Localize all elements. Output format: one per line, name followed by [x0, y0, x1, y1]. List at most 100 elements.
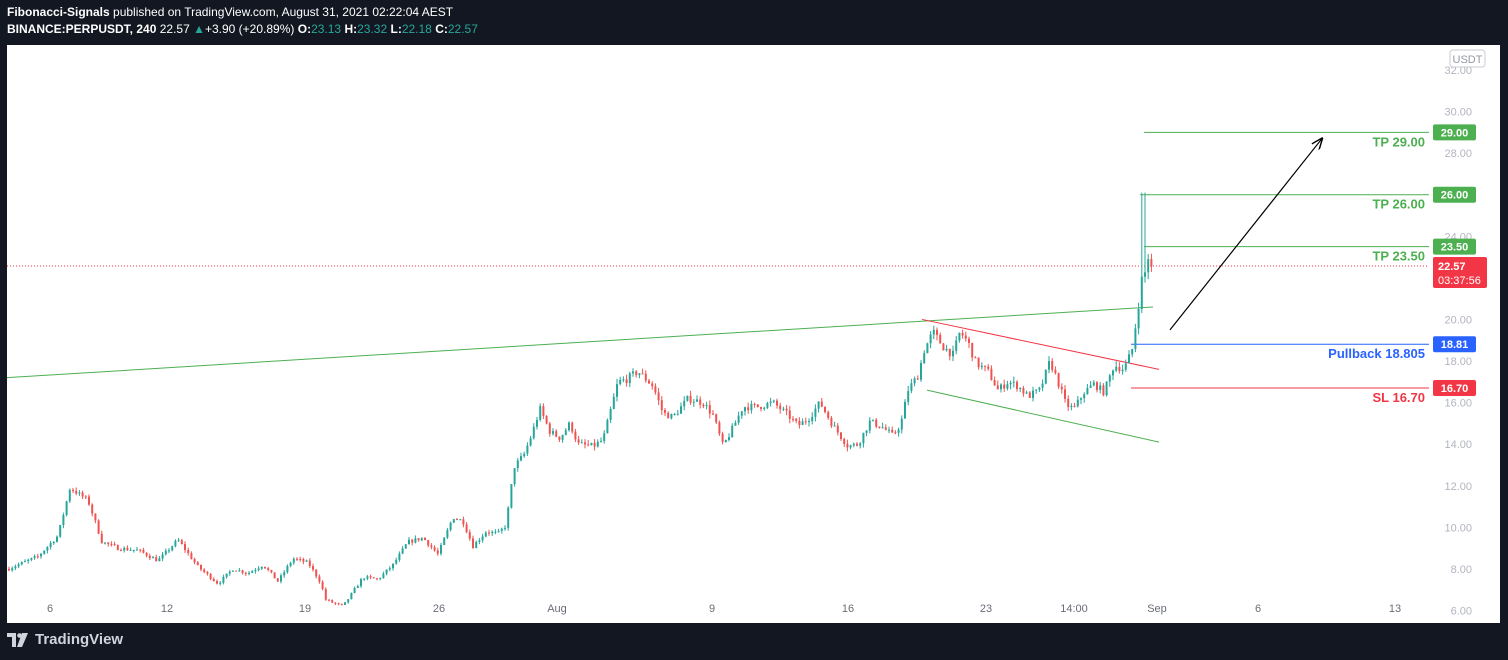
candle-body — [497, 530, 500, 532]
candle-body — [628, 373, 631, 384]
candle-body — [564, 430, 567, 435]
candle-body — [1112, 370, 1114, 376]
candle-body — [91, 504, 94, 514]
candle-body — [1080, 398, 1082, 400]
candle-body — [1105, 381, 1108, 396]
level-price-tag-label: 23.50 — [1441, 242, 1469, 254]
candle-body — [286, 565, 289, 573]
candle-body — [142, 549, 145, 553]
candle-body — [865, 430, 868, 433]
candle-body — [241, 570, 244, 573]
candle-body — [984, 365, 986, 367]
candle-body — [1102, 385, 1105, 396]
candle-body — [638, 373, 641, 376]
candle-body — [84, 496, 87, 498]
candle-body — [225, 573, 228, 577]
candle-body — [644, 373, 647, 381]
candle-body — [385, 569, 388, 574]
candle-body — [648, 380, 650, 384]
candle-body — [824, 406, 826, 413]
candle-body — [900, 418, 903, 430]
candle-body — [904, 401, 906, 419]
candle-body — [59, 525, 62, 537]
candle-body — [571, 422, 574, 432]
candle-body — [609, 408, 612, 420]
candle-body — [75, 490, 78, 494]
level-label: Pullback 18.805 — [1328, 346, 1425, 361]
candle-body — [148, 555, 151, 559]
candle-body — [1044, 369, 1047, 384]
last-price-tag — [1433, 257, 1487, 289]
candle-body — [708, 405, 711, 414]
candle-body — [331, 600, 334, 603]
open-label: O: — [297, 22, 312, 36]
candle-body — [846, 443, 849, 448]
candle-body — [420, 537, 423, 541]
candle-body — [475, 541, 478, 549]
candle-body — [942, 343, 945, 351]
candle-body — [968, 338, 970, 343]
candle-body — [504, 527, 506, 529]
tradingview-brand: TradingView — [35, 631, 124, 648]
candle-body — [315, 569, 318, 577]
x-tick-label: 6 — [47, 603, 53, 615]
candle-body — [926, 343, 929, 354]
open-value: 23.13 — [311, 22, 342, 36]
candle-body — [494, 531, 497, 533]
candle-body — [68, 489, 71, 502]
candle-body — [43, 550, 46, 554]
candle-body — [840, 432, 842, 439]
candle-body — [46, 546, 49, 551]
candle-body — [561, 434, 564, 440]
level-price-tag — [1433, 238, 1476, 255]
candle-body — [72, 489, 74, 491]
candle-body — [273, 572, 276, 579]
symbol-label: BINANCE:PERPUSDT, 240 — [7, 22, 157, 36]
candle-body — [174, 540, 177, 547]
candle-body — [430, 545, 433, 548]
level-price-tag-label: 16.70 — [1441, 383, 1469, 395]
candle-body — [702, 404, 705, 407]
candle-body — [616, 384, 618, 397]
price-chart[interactable]: TP 29.00 TP 26.00 TP 23.50 Pullback 18.805 S… — [6, 45, 1500, 623]
candle-body — [750, 403, 753, 411]
candle-body — [219, 582, 222, 584]
candle-body — [468, 532, 471, 539]
candle-body — [641, 373, 644, 375]
candle-body — [593, 442, 596, 447]
y-tick-label: 10.00 — [1444, 522, 1472, 534]
chart-area[interactable]: TP 29.00 TP 26.00 TP 23.50 Pullback 18.805 S… — [6, 45, 1500, 623]
candle-body — [376, 578, 378, 580]
candle-body — [964, 335, 967, 339]
y-tick-label: 6.00 — [1451, 606, 1472, 618]
candle-body — [462, 519, 465, 525]
candle-body — [491, 531, 494, 534]
chart-header: Fibonacci-Signals published on TradingVi… — [7, 4, 478, 38]
last-price-tag-label: 22.57 — [1438, 261, 1466, 273]
candle-body — [232, 570, 234, 572]
author-name[interactable]: Fibonacci-Signals — [7, 5, 110, 19]
candle-body — [852, 443, 855, 446]
candle-body — [510, 484, 513, 508]
y-tick-label: 14.00 — [1444, 439, 1472, 451]
candle-body — [1038, 387, 1041, 390]
candle-body — [744, 407, 746, 412]
candle-body — [443, 537, 446, 545]
candle-body — [1070, 405, 1073, 408]
candle-body — [568, 422, 570, 431]
candle-body — [856, 443, 858, 446]
candle-body — [81, 492, 84, 497]
candle-body — [1003, 384, 1006, 389]
candle-body — [1032, 390, 1034, 398]
candle-body — [452, 519, 455, 523]
tradingview-logo[interactable]: TradingView — [7, 631, 123, 648]
last-price-value: 22.57 — [159, 22, 190, 36]
candle-body — [1108, 375, 1111, 382]
candle-body — [1016, 381, 1018, 390]
candle-body — [980, 365, 983, 368]
level-price-tag — [1433, 336, 1476, 353]
candle-body — [996, 385, 999, 390]
candle-body — [696, 399, 698, 402]
candle-body — [891, 429, 894, 433]
y-tick-label: 16.00 — [1444, 398, 1472, 410]
